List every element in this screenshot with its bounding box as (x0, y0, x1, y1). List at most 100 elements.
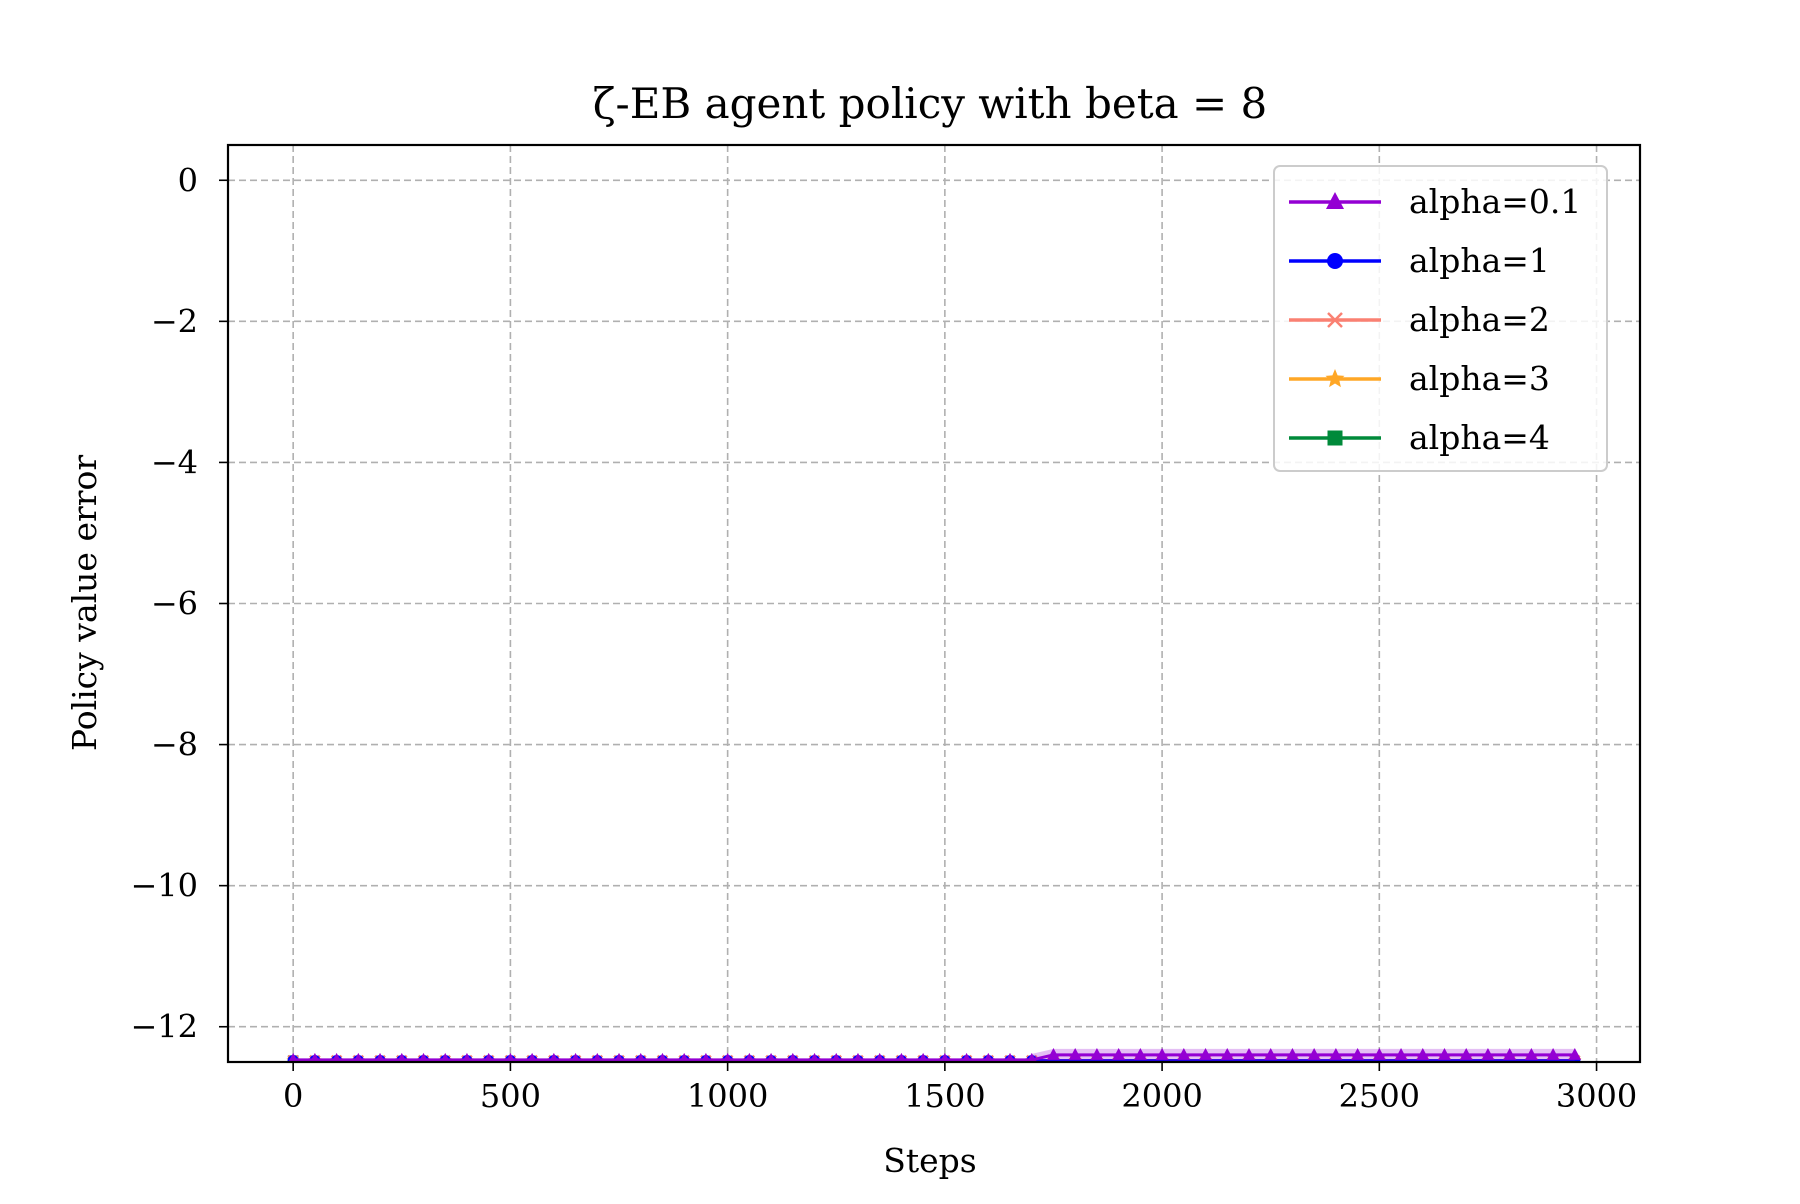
x-axis-label: Steps (883, 1141, 976, 1180)
data-point (1047, 1047, 1060, 1060)
data-point (701, 1052, 711, 1062)
data-point (396, 1052, 407, 1062)
legend: alpha=0.1 alpha=1 alpha=2 alpha=3 alpha=4 (1273, 165, 1608, 472)
data-point (635, 1052, 646, 1062)
x-tick-label: 1500 (904, 1077, 985, 1115)
data-point (1005, 1052, 1015, 1062)
y-tick-label: −2 (151, 302, 198, 340)
y-tick-label: −4 (151, 443, 198, 481)
legend-label: alpha=3 (1409, 359, 1550, 398)
data-point (1481, 1047, 1495, 1060)
data-point (1112, 1047, 1125, 1060)
data-point (375, 1052, 385, 1062)
x-axis: 0 500 1000 1500 2000 2500 3000 (283, 1062, 1637, 1115)
data-point (1438, 1047, 1451, 1060)
data-point (896, 1052, 907, 1062)
data-point (918, 1052, 928, 1062)
legend-item: alpha=2 (1289, 300, 1550, 339)
data-point (874, 1052, 885, 1062)
data-point (809, 1052, 820, 1062)
data-point (766, 1052, 776, 1062)
x-tick-label: 2500 (1339, 1077, 1420, 1115)
data-point (1026, 1052, 1037, 1062)
data-point (1177, 1047, 1191, 1060)
legend-label: alpha=0.1 (1409, 182, 1581, 221)
x-tick-label: 3000 (1556, 1077, 1637, 1115)
data-point (787, 1052, 798, 1062)
data-point (614, 1052, 624, 1062)
legend-marker (1327, 312, 1343, 328)
data-point (961, 1052, 972, 1062)
y-tick-label: −10 (130, 867, 198, 905)
data-point (440, 1052, 451, 1062)
data-point (1242, 1047, 1256, 1060)
data-point (1568, 1047, 1582, 1060)
y-tick-label: −12 (130, 1008, 198, 1046)
legend-label: alpha=1 (1409, 241, 1550, 280)
grid-layer (228, 145, 1640, 1062)
legend-label: alpha=4 (1409, 418, 1550, 457)
series-layer (286, 1047, 1582, 1062)
data-point (744, 1052, 755, 1062)
data-point (331, 1052, 342, 1062)
data-point (570, 1052, 581, 1062)
data-point (462, 1052, 472, 1062)
data-point (1459, 1047, 1473, 1060)
legend-marker (1325, 369, 1345, 388)
x-tick-label: 1000 (687, 1077, 768, 1115)
data-point (1286, 1047, 1299, 1060)
y-tick-label: −8 (151, 726, 198, 764)
y-tick-label: −6 (151, 585, 198, 623)
data-point (1351, 1047, 1364, 1060)
data-point (983, 1052, 994, 1062)
data-point (1546, 1047, 1560, 1060)
data-point (940, 1052, 950, 1062)
data-point (1525, 1047, 1538, 1060)
data-point (592, 1052, 603, 1062)
legend-item: alpha=3 (1289, 359, 1550, 398)
legend-item: alpha=1 (1289, 241, 1550, 280)
data-point (549, 1052, 559, 1062)
chart-title: ζ-EB agent policy with beta = 8 (593, 79, 1267, 128)
data-point (1134, 1047, 1147, 1060)
x-tick-label: 500 (480, 1077, 541, 1115)
data-point (1329, 1047, 1343, 1060)
legend-marker (1327, 430, 1343, 446)
data-point (1155, 1047, 1169, 1060)
data-point (505, 1052, 516, 1062)
legend-item: alpha=4 (1289, 418, 1550, 457)
legend-marker (1326, 192, 1344, 209)
data-point (853, 1052, 863, 1062)
data-point (1090, 1047, 1104, 1060)
data-point (1220, 1047, 1234, 1060)
data-point (1068, 1047, 1082, 1060)
data-point (1264, 1047, 1278, 1060)
data-point (1373, 1047, 1386, 1060)
data-point (722, 1052, 733, 1062)
data-point (353, 1052, 364, 1062)
x-tick-label: 0 (283, 1077, 303, 1115)
data-point (288, 1052, 298, 1062)
legend-box (1273, 165, 1608, 472)
data-point (1416, 1047, 1430, 1060)
data-point (418, 1052, 429, 1062)
x-tick-label: 2000 (1121, 1077, 1202, 1115)
series-alpha=0.1 (288, 1047, 1582, 1062)
data-point (657, 1052, 668, 1062)
data-point (1394, 1047, 1408, 1060)
legend-marker (1327, 253, 1343, 269)
data-point (831, 1052, 842, 1062)
legend-item: alpha=0.1 (1289, 182, 1581, 221)
data-point (1503, 1047, 1516, 1060)
data-point (310, 1052, 320, 1062)
y-axis-label: Policy value error (65, 455, 104, 752)
y-tick-label: 0 (178, 161, 198, 199)
data-point (1307, 1047, 1321, 1060)
data-point (1199, 1047, 1212, 1060)
data-point (527, 1052, 537, 1062)
y-axis: 0 −2 −4 −6 −8 −10 −12 (130, 161, 228, 1046)
legend-label: alpha=2 (1409, 300, 1550, 339)
data-point (483, 1052, 494, 1062)
